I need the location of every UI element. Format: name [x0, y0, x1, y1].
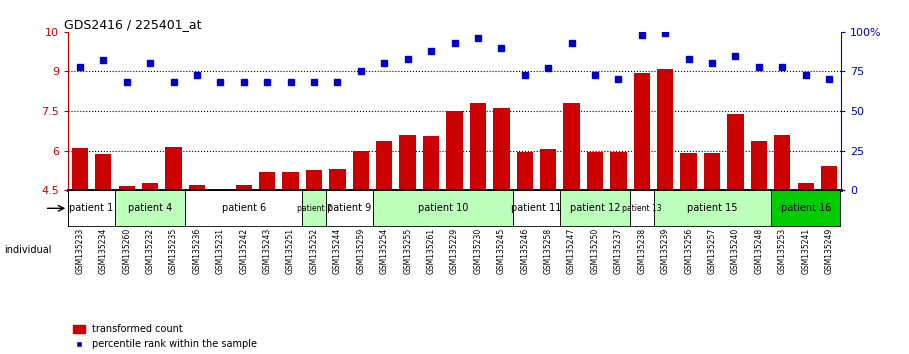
Bar — [540, 149, 556, 190]
Bar — [376, 141, 393, 190]
Bar — [399, 135, 416, 190]
Bar — [423, 136, 439, 190]
Bar — [654, 190, 771, 227]
Text: patient 12: patient 12 — [570, 203, 620, 213]
Bar — [493, 108, 510, 190]
Text: patient 6: patient 6 — [222, 203, 266, 213]
Bar — [185, 190, 303, 227]
Bar — [235, 185, 252, 190]
Bar — [325, 190, 373, 227]
Text: patient 1: patient 1 — [69, 203, 114, 213]
Bar — [118, 186, 135, 190]
Bar — [774, 135, 791, 190]
Bar — [446, 111, 463, 190]
Text: GDS2416 / 225401_at: GDS2416 / 225401_at — [65, 18, 202, 31]
Text: patient 15: patient 15 — [687, 203, 737, 213]
Bar — [704, 153, 720, 190]
Bar — [259, 172, 275, 190]
Text: patient 4: patient 4 — [128, 203, 172, 213]
Text: patient 11: patient 11 — [511, 203, 562, 213]
Bar — [771, 190, 841, 227]
Bar — [797, 183, 814, 190]
Text: patient 7: patient 7 — [296, 204, 332, 213]
Bar — [115, 190, 185, 227]
Bar — [373, 190, 513, 227]
Bar — [303, 190, 325, 227]
Bar — [329, 169, 345, 190]
Bar — [513, 190, 560, 227]
Text: patient 9: patient 9 — [327, 203, 371, 213]
Bar — [305, 170, 322, 190]
Bar — [189, 185, 205, 190]
Bar — [564, 103, 580, 190]
Bar — [681, 153, 697, 190]
Bar — [142, 183, 158, 190]
Text: patient 16: patient 16 — [781, 203, 831, 213]
Legend: transformed count, percentile rank within the sample: transformed count, percentile rank withi… — [73, 324, 257, 349]
Bar — [634, 73, 650, 190]
Text: individual: individual — [5, 245, 52, 255]
Bar — [821, 166, 837, 190]
Bar — [751, 141, 767, 190]
Bar — [587, 152, 604, 190]
Text: patient 13: patient 13 — [622, 204, 662, 213]
Bar — [610, 152, 626, 190]
Text: patient 10: patient 10 — [417, 203, 468, 213]
Bar — [353, 150, 369, 190]
Bar — [470, 103, 486, 190]
Bar — [68, 190, 115, 227]
Bar — [95, 154, 112, 190]
Bar — [727, 114, 744, 190]
Bar — [72, 148, 88, 190]
Bar — [657, 69, 674, 190]
Bar — [516, 152, 533, 190]
Bar — [560, 190, 630, 227]
Bar — [165, 147, 182, 190]
Bar — [283, 172, 299, 190]
Bar — [630, 190, 654, 227]
